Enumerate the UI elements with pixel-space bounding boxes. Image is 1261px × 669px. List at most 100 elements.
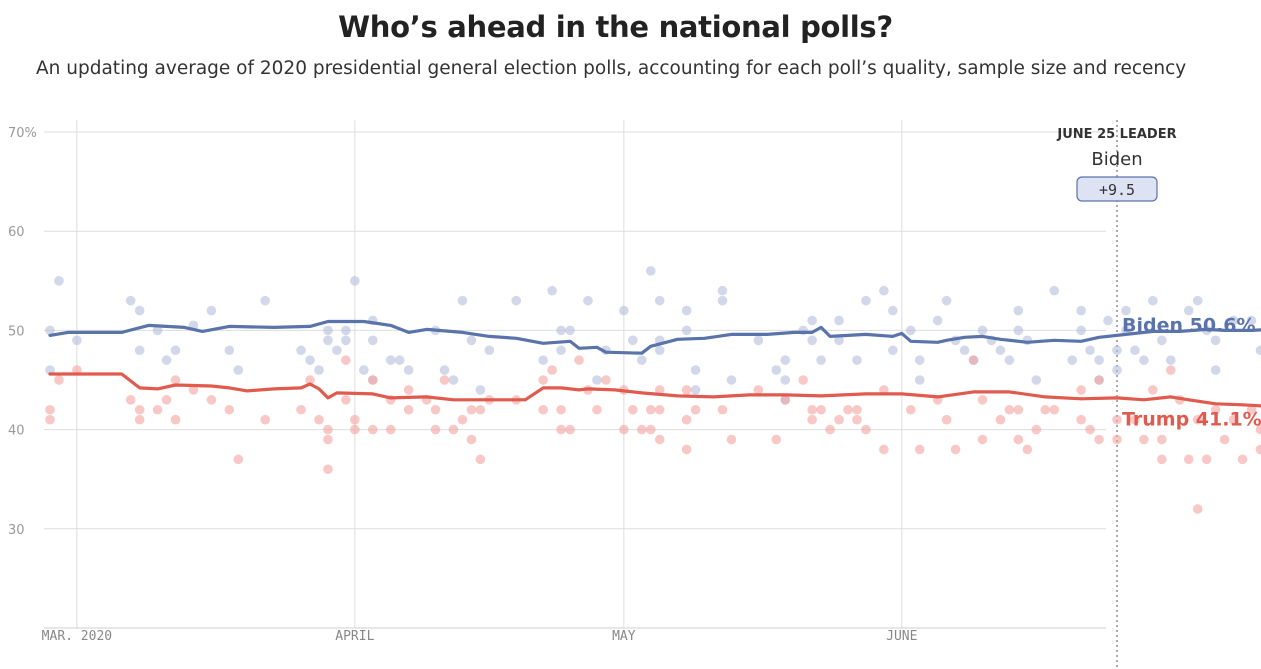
trump-poll-dot <box>1076 414 1086 425</box>
trump-end-label: Trump 41.1% <box>1122 409 1261 431</box>
biden-poll-dot <box>583 295 593 306</box>
biden-poll-dot <box>619 305 629 316</box>
trump-poll-dot <box>654 404 665 415</box>
biden-poll-dot <box>341 335 351 346</box>
leader-margin-badge <box>1076 176 1158 202</box>
biden-poll-dot <box>1004 355 1015 365</box>
trump-poll-dot <box>1255 424 1261 435</box>
biden-poll-dot <box>1076 305 1086 316</box>
biden-poll-dot <box>484 345 495 356</box>
trump-poll-dot <box>565 424 575 435</box>
trump-poll-dot <box>1040 404 1051 415</box>
trump-poll-dot <box>905 404 916 415</box>
trump-poll-dot <box>681 414 692 425</box>
trump-poll-dot <box>852 414 862 425</box>
biden-poll-dot <box>1192 295 1203 306</box>
y-tick-label: 30 <box>8 523 25 538</box>
trump-poll-dot <box>439 375 450 385</box>
biden-poll-dot <box>1210 365 1221 375</box>
biden-poll-dot <box>1130 345 1140 356</box>
trump-poll-dot <box>125 395 136 405</box>
trump-poll-dot <box>1192 414 1203 425</box>
trump-poll-dot <box>323 434 333 445</box>
trump-poll-dot <box>305 375 315 385</box>
trump-poll-dot <box>556 404 566 415</box>
trump-poll-dot <box>861 424 871 435</box>
biden-poll-dot <box>654 345 665 356</box>
biden-poll-dot <box>1013 325 1024 336</box>
biden-poll-dot <box>690 385 701 395</box>
trump-poll-dot <box>475 404 486 415</box>
biden-end-label: Biden 50.6% <box>1122 314 1256 336</box>
trump-poll-dot <box>475 454 486 465</box>
trump-poll-dot <box>843 404 853 415</box>
trump-poll-dot <box>825 424 835 435</box>
trump-poll-dot <box>538 375 548 385</box>
biden-poll-dot <box>1094 355 1104 365</box>
trump-poll-dot <box>152 404 163 415</box>
biden-poll-dot <box>170 345 181 356</box>
trump-poll-dot <box>1139 434 1149 445</box>
x-tick-label: JUNE <box>886 629 917 644</box>
biden-poll-dot <box>296 345 306 356</box>
biden-poll-dot <box>511 295 522 306</box>
biden-poll-dot <box>977 325 988 336</box>
chart-grid: 70% 60 50 40 30 MAR. 2020 APRIL MAY JUNE <box>8 120 1118 669</box>
trump-average-line <box>48 372 1261 408</box>
trump-poll-dot <box>466 404 477 415</box>
biden-poll-dot <box>152 325 163 336</box>
trump-poll-dot <box>1246 404 1257 415</box>
biden-poll-dot <box>314 365 324 375</box>
trump-poll-dot <box>1094 375 1104 385</box>
biden-poll-dot <box>1049 285 1060 296</box>
trump-poll-dot <box>816 404 826 415</box>
biden-poll-dot <box>1165 355 1176 365</box>
biden-poll-dot <box>1210 335 1221 346</box>
biden-poll-dot <box>341 325 351 336</box>
biden-poll-dot <box>1255 345 1261 356</box>
trump-poll-dot <box>968 355 979 365</box>
x-tick-label: APRIL <box>335 629 374 644</box>
biden-poll-dot <box>538 355 548 365</box>
trump-poll-dot <box>807 414 817 425</box>
trump-poll-dot <box>538 404 548 415</box>
trump-poll-dot <box>457 414 468 425</box>
biden-poll-dot <box>45 325 55 336</box>
trump-poll-dot <box>780 395 791 405</box>
biden-poll-dot <box>888 345 898 356</box>
biden-poll-dot <box>717 285 728 296</box>
trump-poll-dot <box>260 414 270 425</box>
biden-poll-dot <box>359 365 369 375</box>
y-tick-label: 70% <box>8 126 37 141</box>
biden-poll-dot <box>681 325 692 336</box>
biden-poll-dot <box>888 305 898 316</box>
trump-poll-dot <box>645 404 656 415</box>
trump-poll-dot <box>601 375 611 385</box>
trump-poll-dot <box>430 404 441 415</box>
biden-poll-dot <box>941 295 952 306</box>
biden-poll-dot <box>914 375 925 385</box>
chart-title: Who’s ahead in the national polls? <box>338 10 893 44</box>
trump-poll-dot <box>1165 365 1176 375</box>
biden-poll-dot <box>457 295 468 306</box>
biden-poll-dot <box>726 375 737 385</box>
biden-poll-dot <box>1121 305 1131 316</box>
trump-poll-dot <box>619 424 629 435</box>
biden-poll-dot <box>628 335 638 346</box>
trump-poll-dot <box>1013 404 1024 415</box>
trump-poll-dot <box>350 414 360 425</box>
biden-poll-dot <box>466 335 477 346</box>
trump-poll-dot <box>556 424 566 435</box>
trump-poll-dot <box>403 404 414 415</box>
trump-poll-dot <box>448 424 459 435</box>
biden-poll-dot <box>771 365 782 375</box>
trump-poll-dot <box>977 434 988 445</box>
biden-poll-dot <box>780 355 791 365</box>
trump-poll-dot <box>852 404 862 415</box>
biden-poll-dot <box>556 325 566 336</box>
trump-poll-dot <box>1076 385 1086 395</box>
biden-poll-dot <box>807 335 817 346</box>
trump-poll-dot <box>645 424 656 435</box>
biden-poll-dot <box>565 325 575 336</box>
trump-poll-dot <box>1094 434 1104 445</box>
